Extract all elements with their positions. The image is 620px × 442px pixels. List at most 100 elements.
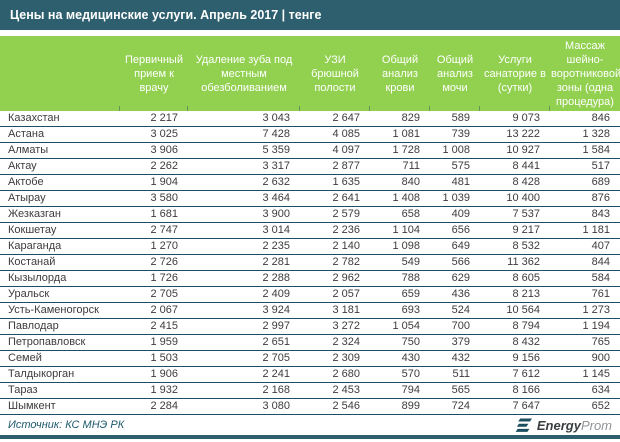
table-row: Актау 2 262 3 317 2 877 711 575 8 441 517 xyxy=(0,158,620,175)
table-row: Жезказган 1 681 3 900 2 579 658 409 7 537 843 xyxy=(0,206,620,223)
row-price-value: 7 612 xyxy=(480,366,550,383)
row-price-value: 2 309 xyxy=(300,350,370,367)
row-price-value: 1 273 xyxy=(550,302,620,319)
row-price-value: 1 906 xyxy=(120,366,188,383)
table-row: Астана 3 025 7 428 4 085 1 081 739 13 222 1 328 xyxy=(0,126,620,143)
row-price-value: 2 241 xyxy=(188,366,300,383)
row-price-value: 1 039 xyxy=(430,190,480,207)
row-price-value: 2 262 xyxy=(120,158,188,175)
table-row: Атырау 3 580 3 464 2 641 1 408 1 039 10 400 876 xyxy=(0,190,620,207)
row-price-value: 765 xyxy=(550,334,620,351)
row-price-value: 634 xyxy=(550,382,620,399)
row-price-value: 629 xyxy=(430,270,480,287)
row-price-value: 2 680 xyxy=(300,366,370,383)
row-region-label: Шымкент xyxy=(0,398,120,415)
row-price-value: 9 073 xyxy=(480,111,550,127)
row-price-value: 9 217 xyxy=(480,222,550,239)
row-price-value: 656 xyxy=(430,222,480,239)
row-price-value: 2 409 xyxy=(188,286,300,303)
row-price-value: 1 145 xyxy=(550,366,620,383)
row-price-value: 1 008 xyxy=(430,142,480,159)
row-price-value: 840 xyxy=(370,174,430,191)
row-price-value: 2 281 xyxy=(188,254,300,271)
row-price-value: 1 959 xyxy=(120,334,188,351)
row-price-value: 2 415 xyxy=(120,318,188,335)
row-region-label: Уральск xyxy=(0,286,120,303)
row-price-value: 3 317 xyxy=(188,158,300,175)
row-price-value: 3 580 xyxy=(120,190,188,207)
row-price-value: 8 428 xyxy=(480,174,550,191)
row-price-value: 2 782 xyxy=(300,254,370,271)
row-price-value: 2 284 xyxy=(120,398,188,415)
row-price-value: 8 605 xyxy=(480,270,550,287)
row-price-value: 659 xyxy=(370,286,430,303)
row-price-value: 549 xyxy=(370,254,430,271)
row-price-value: 10 927 xyxy=(480,142,550,159)
row-price-value: 2 579 xyxy=(300,206,370,223)
row-region-label: Актау xyxy=(0,158,120,175)
logo-text-prom: Prom xyxy=(580,417,612,433)
row-price-value: 3 272 xyxy=(300,318,370,335)
row-price-value: 2 324 xyxy=(300,334,370,351)
row-price-value: 711 xyxy=(370,158,430,175)
row-price-value: 1 932 xyxy=(120,382,188,399)
row-price-value: 430 xyxy=(370,350,430,367)
row-price-value: 2 168 xyxy=(188,382,300,399)
row-price-value: 2 641 xyxy=(300,190,370,207)
row-region-label: Талдыкорган xyxy=(0,366,120,383)
row-region-label: Актобе xyxy=(0,174,120,191)
row-price-value: 3 900 xyxy=(188,206,300,223)
row-price-value: 3 906 xyxy=(120,142,188,159)
row-price-value: 1 270 xyxy=(120,238,188,255)
row-price-value: 13 222 xyxy=(480,126,550,143)
row-price-value: 11 362 xyxy=(480,254,550,271)
row-price-value: 1 054 xyxy=(370,318,430,335)
row-price-value: 511 xyxy=(430,366,480,383)
row-region-label: Алматы xyxy=(0,142,120,159)
row-price-value: 1 098 xyxy=(370,238,430,255)
table-row: Казахстан 2 217 3 043 2 647 829 589 9 073 846 xyxy=(0,111,620,127)
row-price-value: 2 997 xyxy=(188,318,300,335)
row-price-value: 4 085 xyxy=(300,126,370,143)
column-header-service: Первичный прием к врачу xyxy=(120,36,188,111)
row-price-value: 2 632 xyxy=(188,174,300,191)
row-price-value: 524 xyxy=(430,302,480,319)
row-price-value: 8 441 xyxy=(480,158,550,175)
row-price-value: 652 xyxy=(550,398,620,415)
row-price-value: 2 453 xyxy=(300,382,370,399)
row-price-value: 2 546 xyxy=(300,398,370,415)
row-price-value: 379 xyxy=(430,334,480,351)
column-header-service: Общий анализ мочи xyxy=(430,36,480,111)
row-price-value: 7 428 xyxy=(188,126,300,143)
row-region-label: Жезказган xyxy=(0,206,120,223)
column-header-service: Массаж шейно-воротниковой зоны (одна про… xyxy=(550,36,620,111)
row-region-label: Тараз xyxy=(0,382,120,399)
row-price-value: 3 181 xyxy=(300,302,370,319)
table-row: Петропавловск 1 959 2 651 2 324 750 379 8 432 7… xyxy=(0,334,620,351)
row-price-value: 7 537 xyxy=(480,206,550,223)
column-header-service: УЗИ брюшной полости xyxy=(300,36,370,111)
row-region-label: Усть-Каменогорск xyxy=(0,302,120,319)
row-price-value: 829 xyxy=(370,111,430,127)
row-price-value: 2 705 xyxy=(188,350,300,367)
row-region-label: Петропавловск xyxy=(0,334,120,351)
row-price-value: 432 xyxy=(430,350,480,367)
row-price-value: 584 xyxy=(550,270,620,287)
row-price-value: 10 400 xyxy=(480,190,550,207)
row-price-value: 1 328 xyxy=(550,126,620,143)
row-price-value: 658 xyxy=(370,206,430,223)
row-price-value: 565 xyxy=(430,382,480,399)
row-price-value: 2 705 xyxy=(120,286,188,303)
table-row: Уральск 2 705 2 409 2 057 659 436 8 213 761 xyxy=(0,286,620,303)
table-row: Тараз 1 932 2 168 2 453 794 565 8 166 634 xyxy=(0,382,620,399)
energyprom-logo-icon xyxy=(515,418,532,432)
row-price-value: 843 xyxy=(550,206,620,223)
row-price-value: 700 xyxy=(430,318,480,335)
source-note: Источник: КС МНЭ РК xyxy=(8,419,125,431)
row-price-value: 846 xyxy=(550,111,620,127)
row-price-value: 3 464 xyxy=(188,190,300,207)
row-price-value: 5 359 xyxy=(188,142,300,159)
table-row: Караганда 1 270 2 235 2 140 1 098 649 8 532 407 xyxy=(0,238,620,255)
row-price-value: 794 xyxy=(370,382,430,399)
table-header: Первичный прием к врачу Удаление зуба по… xyxy=(0,36,620,111)
